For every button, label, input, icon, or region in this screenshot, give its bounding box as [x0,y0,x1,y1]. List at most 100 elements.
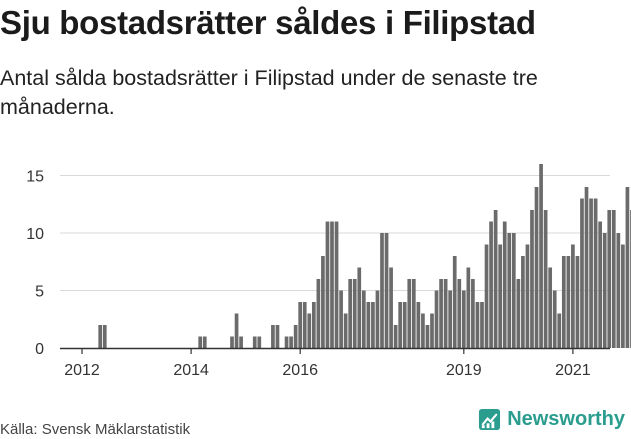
bar [571,244,575,348]
x-tick-label: 2021 [555,362,591,379]
bar [339,290,343,348]
bar [525,244,530,348]
bar [566,256,571,348]
bar [202,336,207,348]
bar [316,279,321,348]
bar [543,210,548,348]
bar [625,187,630,348]
y-tick-label: 15 [26,169,44,186]
bar [434,290,439,348]
bar [343,313,348,348]
brand-logo[interactable]: Newsworthy [478,408,625,431]
bar [452,256,457,348]
bar [334,221,339,348]
bar [521,256,525,348]
bar [302,302,307,348]
bar [489,221,493,348]
bar [493,210,498,348]
bar [375,290,380,348]
x-tick-label: 2014 [173,362,209,379]
bar [311,302,316,348]
bar [598,221,603,348]
page-title: Sju bostadsrätter såldes i Filipstad [0,4,536,41]
bar [593,198,598,348]
bar [534,187,539,348]
bar [234,313,239,348]
bar [416,302,421,348]
bar [321,256,325,348]
bar [539,164,543,348]
bar [552,290,557,348]
bars [98,164,631,348]
x-tick-label: 2019 [446,362,482,379]
bar [275,325,280,348]
bar [425,325,430,348]
bar [393,325,398,348]
y-axis-ticks: 0 5 10 15 [26,169,44,359]
bar [430,313,434,348]
bar [398,302,403,348]
bar [602,233,607,348]
bar [348,279,353,348]
bar [480,302,484,348]
bar [475,302,480,348]
bar [439,279,443,348]
bar [371,302,375,348]
bar [511,233,516,348]
bar [230,336,234,348]
bar [584,187,589,348]
bar [421,313,425,348]
newsworthy-logo-icon [479,408,501,431]
brand-name: Newsworthy [507,408,625,430]
source-credit: Källa: Svensk Mäklarstatistik [0,421,191,438]
bar [357,267,362,348]
bar [616,233,621,348]
bar [384,233,389,348]
bar [561,256,566,348]
bar [461,290,466,348]
bar [589,198,593,348]
bar [575,256,580,348]
bar [607,210,612,348]
bar [498,244,503,348]
bar [257,336,262,348]
bar [325,221,330,348]
bar [557,313,562,348]
bar [466,267,471,348]
bar [389,267,393,348]
bar [611,210,616,348]
bar [293,325,298,348]
bar [530,210,534,348]
bar [407,279,412,348]
bar [621,244,625,348]
bar [284,336,289,348]
y-tick-label: 0 [35,341,44,358]
bar [457,279,462,348]
bar [402,302,407,348]
bar [361,290,366,348]
bar [411,279,416,348]
x-tick-label: 2012 [64,362,100,379]
bar [330,221,334,348]
bar [380,233,384,348]
x-tick-label: 2016 [282,362,318,379]
bar [471,279,475,348]
bar [102,325,107,348]
bar [252,336,257,348]
bar [502,221,507,348]
y-tick-label: 10 [26,226,44,243]
bar [298,302,303,348]
bar [507,233,512,348]
bar [289,336,293,348]
bar [484,244,489,348]
bar [239,336,243,348]
bar [198,336,203,348]
bar [548,267,553,348]
bar [516,279,521,348]
page-subtitle: Antal sålda bostadsrätter i Filipstad un… [0,66,538,119]
bar [271,325,275,348]
bar [307,313,312,348]
bar [443,279,448,348]
x-axis: 201220142016201920212023 [60,347,610,379]
